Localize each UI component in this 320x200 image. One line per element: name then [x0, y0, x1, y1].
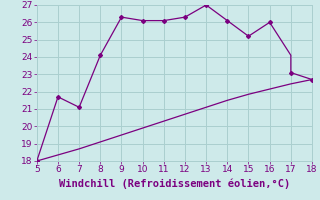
X-axis label: Windchill (Refroidissement éolien,°C): Windchill (Refroidissement éolien,°C): [59, 178, 290, 189]
